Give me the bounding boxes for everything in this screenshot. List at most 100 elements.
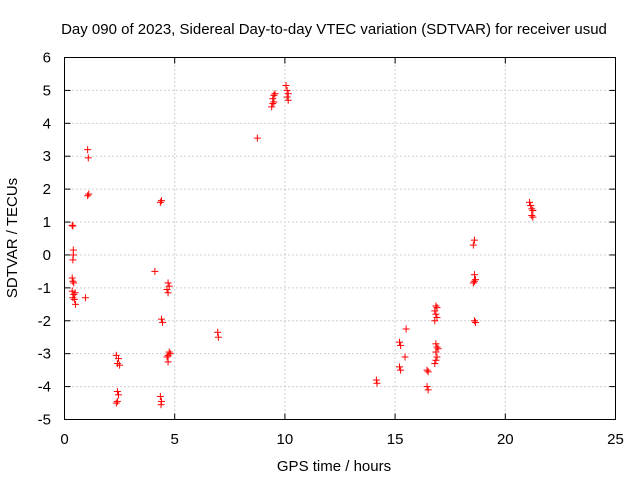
data-point-marker bbox=[432, 348, 440, 356]
data-point-marker bbox=[469, 279, 477, 287]
data-point-marker bbox=[401, 353, 409, 361]
data-point-marker bbox=[529, 213, 537, 221]
data-point-marker bbox=[69, 294, 77, 302]
y-axis-label: SDTVAR / TECUs bbox=[4, 178, 21, 298]
data-point-marker bbox=[470, 236, 478, 244]
y-tick-label: 3 bbox=[43, 148, 51, 165]
data-point-marker bbox=[156, 198, 164, 206]
data-point-marker bbox=[397, 341, 405, 349]
y-tick-label: -2 bbox=[38, 313, 51, 330]
y-tick-label: 0 bbox=[43, 247, 51, 264]
data-point-marker bbox=[114, 355, 122, 363]
data-point-marker bbox=[423, 366, 431, 374]
data-point-marker bbox=[284, 90, 292, 98]
data-point-marker bbox=[423, 383, 431, 391]
data-points bbox=[68, 81, 537, 409]
data-point-marker bbox=[112, 399, 120, 407]
data-point-marker bbox=[84, 146, 92, 154]
data-point-marker bbox=[116, 361, 124, 369]
data-point-marker bbox=[157, 401, 165, 409]
data-point-marker bbox=[269, 95, 277, 103]
data-point-marker bbox=[283, 93, 291, 101]
data-point-marker bbox=[151, 267, 159, 275]
x-axis-label: GPS time / hours bbox=[277, 458, 391, 475]
y-tick-label: 4 bbox=[43, 115, 51, 132]
data-point-marker bbox=[113, 397, 121, 405]
data-point-marker bbox=[69, 277, 77, 285]
data-point-marker bbox=[284, 96, 292, 104]
data-point-marker bbox=[156, 392, 164, 400]
data-point-marker bbox=[270, 91, 278, 99]
data-point-marker bbox=[283, 86, 291, 94]
x-tick-label: 20 bbox=[497, 431, 514, 448]
data-point-marker bbox=[70, 295, 78, 303]
data-point-marker bbox=[84, 154, 92, 162]
data-point-marker bbox=[472, 318, 480, 326]
y-tick-label: 1 bbox=[43, 214, 51, 231]
data-point-marker bbox=[159, 318, 167, 326]
data-point-marker bbox=[113, 388, 121, 396]
x-tick-label: 15 bbox=[387, 431, 404, 448]
data-point-marker bbox=[397, 366, 405, 374]
data-point-marker bbox=[424, 368, 432, 376]
data-point-marker bbox=[271, 90, 279, 98]
axis-ticks bbox=[64, 57, 616, 420]
data-point-marker bbox=[163, 286, 171, 294]
data-point-marker bbox=[72, 300, 80, 308]
data-point-marker bbox=[526, 198, 534, 206]
y-tick-label: 5 bbox=[43, 82, 51, 99]
data-point-marker bbox=[433, 353, 441, 361]
data-point-marker bbox=[282, 81, 290, 89]
y-tick-label: 6 bbox=[43, 50, 51, 67]
data-point-marker bbox=[433, 343, 441, 351]
data-point-marker bbox=[157, 315, 165, 323]
data-point-marker bbox=[432, 356, 440, 364]
y-tick-label: -5 bbox=[38, 412, 51, 429]
x-tick-labels: 0 5 10 15 20 25 bbox=[60, 431, 624, 448]
data-point-marker bbox=[214, 333, 222, 341]
data-point-marker bbox=[470, 271, 478, 279]
data-point-marker bbox=[163, 353, 171, 361]
data-point-marker bbox=[528, 211, 536, 219]
y-tick-label: -1 bbox=[38, 280, 51, 297]
data-point-marker bbox=[69, 256, 77, 264]
data-point-marker bbox=[470, 317, 478, 325]
data-point-marker bbox=[432, 340, 440, 348]
data-point-marker bbox=[253, 134, 261, 142]
chart-title: Day 090 of 2023, Sidereal Day-to-day VTE… bbox=[61, 21, 607, 38]
data-point-marker bbox=[68, 274, 76, 282]
grid-lines bbox=[64, 57, 616, 420]
data-point-marker bbox=[432, 302, 440, 310]
x-tick-label: 25 bbox=[607, 431, 624, 448]
data-point-marker bbox=[431, 360, 439, 368]
data-point-marker bbox=[432, 310, 440, 318]
y-tick-labels: -5 -4 -3 -2 -1 0 1 2 3 4 5 6 bbox=[38, 50, 51, 429]
data-point-marker bbox=[396, 363, 404, 371]
y-tick-label: -3 bbox=[38, 346, 51, 363]
data-point-marker bbox=[165, 348, 173, 356]
data-point-marker bbox=[69, 222, 77, 230]
data-point-marker bbox=[470, 277, 478, 285]
data-point-marker bbox=[85, 190, 93, 198]
data-point-marker bbox=[157, 197, 165, 205]
data-point-marker bbox=[529, 207, 537, 215]
data-point-marker bbox=[166, 350, 174, 358]
data-point-marker bbox=[68, 221, 76, 229]
data-point-marker bbox=[68, 287, 76, 295]
data-point-marker bbox=[424, 386, 432, 394]
data-point-marker bbox=[372, 376, 380, 384]
x-tick-label: 5 bbox=[171, 431, 179, 448]
data-point-marker bbox=[527, 202, 535, 210]
data-point-marker bbox=[431, 307, 439, 315]
y-tick-label: 2 bbox=[43, 181, 51, 198]
data-point-marker bbox=[164, 289, 172, 297]
data-point-marker bbox=[528, 205, 536, 213]
data-point-marker bbox=[469, 241, 477, 249]
data-point-marker bbox=[270, 98, 278, 106]
data-point-marker bbox=[214, 328, 222, 336]
data-point-marker bbox=[268, 103, 276, 111]
data-point-marker bbox=[164, 358, 172, 366]
data-point-marker bbox=[164, 279, 172, 287]
data-point-marker bbox=[431, 317, 439, 325]
